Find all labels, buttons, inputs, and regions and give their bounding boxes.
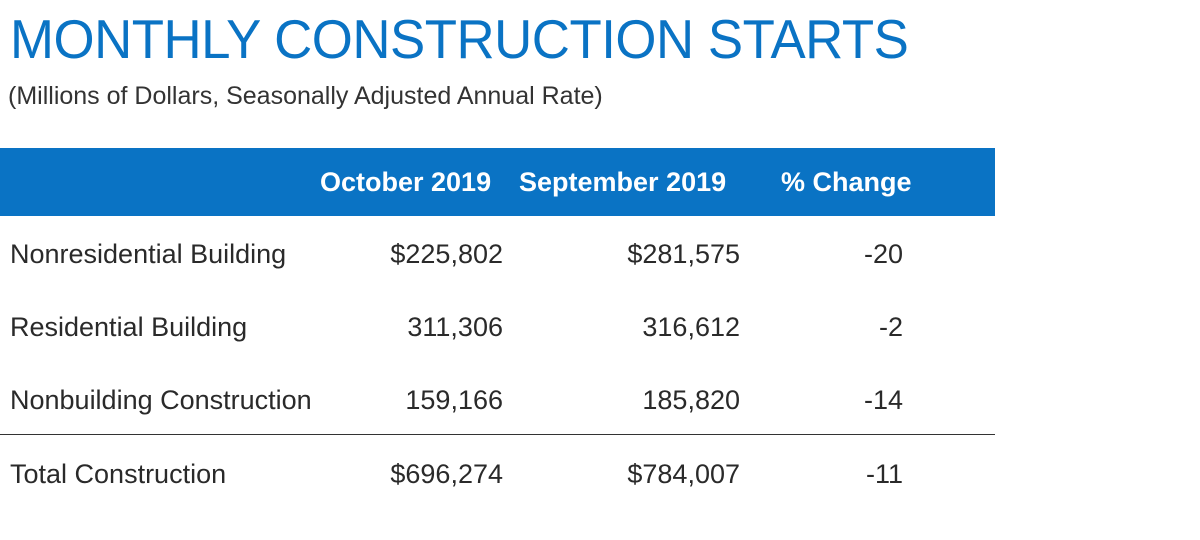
value-september-2019: $281,575 [627, 239, 740, 269]
row-label: Residential Building [10, 312, 248, 342]
table-row-nonresidential-building: Nonresidential Building $225,802 $281,57… [0, 216, 995, 289]
table-row-total-construction: Total Construction $696,274 $784,007 -11 [0, 436, 995, 508]
value-september-2019: 185,820 [642, 385, 740, 415]
value-october-2019: 311,306 [407, 312, 503, 342]
table-header-row: October 2019 September 2019 % Change [0, 148, 995, 216]
row-label: Nonbuilding Construction [10, 385, 312, 415]
column-header-september-2019: September 2019 [519, 167, 727, 197]
value-september-2019: 316,612 [642, 312, 740, 342]
value-september-2019: $784,007 [627, 459, 740, 489]
value-pct-change: -2 [878, 312, 903, 342]
value-pct-change: -14 [863, 385, 903, 415]
row-label: Nonresidential Building [10, 239, 287, 269]
column-header-october-2019: October 2019 [320, 167, 492, 197]
chart-subtitle: (Millions of Dollars, Seasonally Adjuste… [8, 82, 603, 110]
value-pct-change: -20 [863, 239, 903, 269]
chart-title: MONTHLY CONSTRUCTION STARTS [10, 8, 909, 70]
construction-starts-table: October 2019 September 2019 % Change Non… [0, 148, 995, 435]
table-row-nonbuilding-construction: Nonbuilding Construction 159,166 185,820… [0, 362, 995, 435]
row-label: Total Construction [10, 459, 227, 489]
value-october-2019: 159,166 [405, 385, 503, 415]
value-pct-change: -11 [865, 459, 903, 489]
value-october-2019: $225,802 [390, 239, 503, 269]
column-header-pct-change: % Change [781, 167, 912, 197]
value-october-2019: $696,274 [390, 459, 503, 489]
total-divider-line [0, 434, 995, 435]
table-row-residential-building: Residential Building 311,306 316,612 -2 [0, 289, 995, 362]
